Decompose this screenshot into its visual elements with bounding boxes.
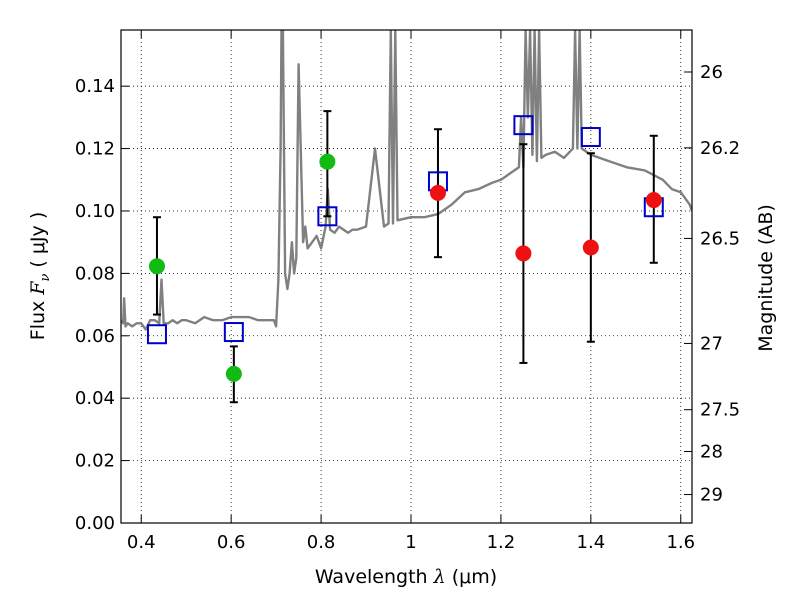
y2-tick-label: 26 [700,62,723,83]
y2-axis-label: Magnitude (AB) [755,204,777,352]
y-tick-label: 0.06 [75,326,115,347]
ticks: 0.4 0.6 0.8 1 1.2 1.4 1.6 0.00 0.02 0.04 0.06 0.08 0… [75,30,740,553]
x-tick-label: 1.6 [666,532,695,553]
y2-tick-label: 27.5 [700,400,740,421]
x-tick-label: 0.6 [217,532,246,553]
y2-tick-label: 29 [700,485,723,506]
y2-tick-label: 26.5 [700,228,740,249]
plot-frame [120,29,693,524]
y-tick-label: 0.04 [75,388,115,409]
error-bars [152,110,658,404]
model-photometry-square [513,115,534,136]
observed-photometry-point [515,245,532,262]
observed-photometry-point [319,153,336,170]
x-tick-label: 1.2 [487,532,516,553]
y-tick-label: 0.10 [75,201,115,222]
observed-photometry-point [582,239,599,256]
model-photometry-square [317,206,338,227]
y2-tick-label: 27 [700,333,723,354]
observed-photometry-point [429,184,446,201]
x-tick-label: 1.4 [577,532,606,553]
y2-tick-label: 26.2 [700,138,740,159]
y2-tick-label: 28 [700,442,723,463]
y-tick-label: 0.14 [75,76,115,97]
observed-photometry-point [645,192,662,209]
y-tick-label: 0.02 [75,451,115,472]
data-points [146,115,664,382]
x-axis-label: Wavelength λ (μm) [315,566,497,588]
observed-photometry-point [225,365,242,382]
x-tick-label: 1 [405,532,416,553]
model-photometry-square [223,322,244,343]
x-tick-label: 0.4 [127,532,156,553]
y-tick-label: 0.00 [75,513,115,534]
y-tick-label: 0.12 [75,139,115,160]
model-photometry-square [580,127,601,148]
spectrum-line [121,30,692,331]
grid [121,30,692,524]
x-tick-label: 0.8 [307,532,336,553]
y-axis-label: Flux Fν( μJy ) [27,212,53,340]
spectrum-layer [121,30,692,331]
y-tick-label: 0.08 [75,263,115,284]
model-photometry-square [146,324,167,345]
observed-photometry-point [148,258,165,275]
